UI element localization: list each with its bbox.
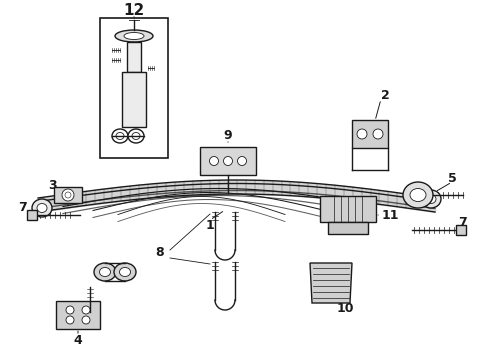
Circle shape bbox=[357, 129, 367, 139]
Ellipse shape bbox=[37, 203, 47, 212]
Ellipse shape bbox=[410, 189, 426, 202]
Circle shape bbox=[238, 157, 246, 166]
Text: 11: 11 bbox=[381, 208, 399, 221]
Circle shape bbox=[373, 129, 383, 139]
Circle shape bbox=[66, 306, 74, 314]
Ellipse shape bbox=[426, 194, 436, 203]
Bar bbox=[127, 42, 141, 72]
Ellipse shape bbox=[114, 263, 136, 281]
Ellipse shape bbox=[32, 199, 52, 217]
Ellipse shape bbox=[120, 267, 130, 276]
Circle shape bbox=[66, 316, 74, 324]
Ellipse shape bbox=[112, 129, 128, 143]
Bar bbox=[56, 301, 100, 329]
Text: 4: 4 bbox=[74, 333, 82, 346]
Polygon shape bbox=[310, 263, 352, 303]
Bar bbox=[352, 120, 388, 148]
Ellipse shape bbox=[115, 30, 153, 42]
Circle shape bbox=[82, 316, 90, 324]
Circle shape bbox=[223, 157, 232, 166]
Bar bbox=[320, 196, 376, 222]
Ellipse shape bbox=[94, 263, 116, 281]
Ellipse shape bbox=[421, 190, 441, 208]
Circle shape bbox=[210, 157, 219, 166]
Text: 7: 7 bbox=[18, 201, 26, 213]
Bar bbox=[456, 225, 466, 235]
Ellipse shape bbox=[132, 132, 140, 140]
Circle shape bbox=[62, 189, 74, 201]
Text: 8: 8 bbox=[156, 247, 164, 260]
Text: 1: 1 bbox=[206, 219, 215, 231]
Bar bbox=[122, 72, 146, 127]
Text: 7: 7 bbox=[458, 216, 466, 229]
Ellipse shape bbox=[128, 129, 144, 143]
Text: 12: 12 bbox=[123, 3, 145, 18]
Circle shape bbox=[65, 192, 71, 198]
Bar bbox=[54, 187, 82, 203]
Ellipse shape bbox=[403, 182, 433, 208]
Text: 9: 9 bbox=[224, 129, 232, 141]
Ellipse shape bbox=[124, 32, 144, 40]
Bar bbox=[100, 18, 168, 158]
Circle shape bbox=[82, 306, 90, 314]
Text: 5: 5 bbox=[448, 171, 456, 185]
Text: 2: 2 bbox=[381, 89, 390, 102]
Bar bbox=[200, 147, 256, 175]
Text: 3: 3 bbox=[48, 179, 56, 192]
Text: 6: 6 bbox=[121, 266, 129, 279]
Bar bbox=[328, 222, 368, 234]
Ellipse shape bbox=[99, 267, 111, 276]
Bar bbox=[27, 210, 37, 220]
Ellipse shape bbox=[116, 132, 124, 140]
Text: 10: 10 bbox=[336, 302, 354, 315]
